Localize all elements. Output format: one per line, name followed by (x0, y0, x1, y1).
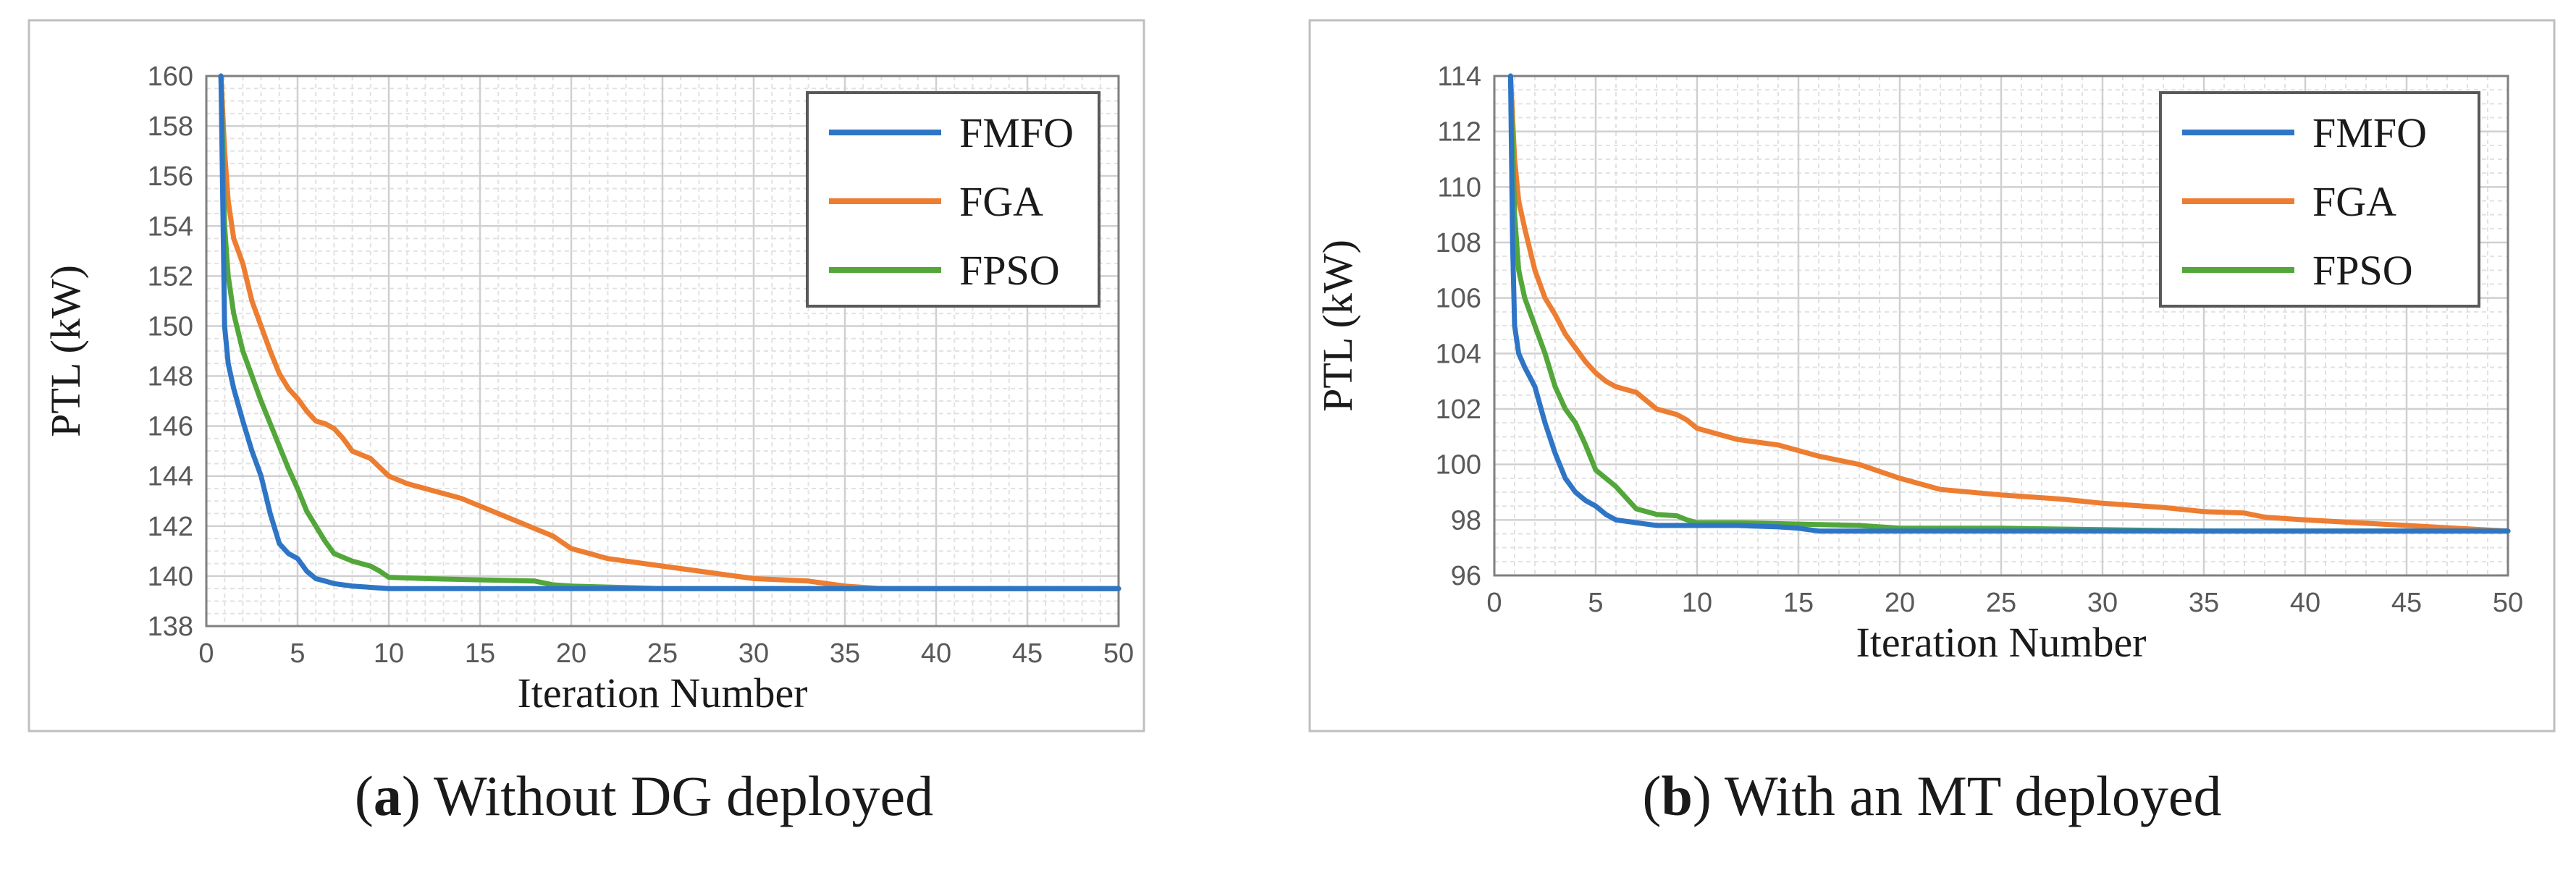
panel-b: 0 5 10 15 20 25 30 35 40 45 50 96 98 100 102 104 106 108 1… (1288, 0, 2576, 870)
chart-a-series-fga (218, 73, 1121, 591)
caption-b-letter: b (1661, 764, 1693, 827)
chart-b-y-tick-label: 110 (1437, 172, 1481, 203)
chart-b-x-tick-label: 5 (1588, 588, 1603, 618)
chart-a-x-tick-label: 25 (647, 638, 678, 669)
chart-a-x-tick-label: 15 (465, 638, 495, 669)
chart-a-x-tick-label: 20 (556, 638, 586, 669)
caption-b: (b) With an MT deployed (1642, 764, 2222, 827)
chart-b: 0 5 10 15 20 25 30 35 40 45 50 96 98 100 102 104 106 108 1… (1308, 19, 2556, 732)
chart-a-x-tick-label: 0 (198, 638, 214, 669)
chart-b-x-tick-label: 15 (1783, 588, 1814, 618)
chart-b-x-tick-label: 20 (1885, 588, 1915, 618)
chart-a-y-tick-label: 140 (148, 562, 193, 592)
chart-a-y-tick-label: 160 (148, 62, 193, 92)
chart-b-y-tick-label: 112 (1437, 117, 1481, 148)
chart-a-x-tick-label: 30 (738, 638, 769, 669)
chart-a-x-tick-label: 5 (290, 638, 305, 669)
chart-b-y-axis-label: PTL (kW) (1314, 240, 1361, 412)
caption-a: (a) Without DG deployed (354, 764, 934, 827)
chart-a-legend-label-fmfo: FMFO (959, 109, 1074, 156)
chart-b-series-fga (1507, 73, 2511, 534)
chart-b-x-tick-label: 30 (2087, 588, 2118, 618)
chart-a-legend: FMFO FGA FPSO (806, 91, 1100, 308)
chart-b-y-tick-label: 106 (1436, 284, 1481, 314)
chart-a-y-tick-label: 150 (148, 311, 193, 342)
chart-b-series-fmfo (1507, 73, 2511, 534)
chart-a-y-tick-label: 158 (148, 111, 193, 142)
chart-a-minor-grid (206, 76, 1119, 626)
chart-a-x-tick-label: 45 (1012, 638, 1043, 669)
chart-a-y-tick-label: 148 (148, 362, 193, 392)
chart-b-y-tick-label: 108 (1436, 228, 1481, 258)
chart-a-y-axis-label: PTL (kW) (42, 265, 89, 437)
chart-a-x-tick-label: 10 (374, 638, 404, 669)
chart-a-legend-label-fga: FGA (959, 178, 1043, 225)
chart-a-y-tick-label: 156 (148, 161, 193, 192)
chart-a-legend-label-fpso: FPSO (959, 247, 1060, 294)
chart-b-y-tick-label: 100 (1436, 450, 1481, 481)
chart-b-x-tick-label: 25 (1986, 588, 2016, 618)
chart-b-plot-area (1493, 75, 2509, 577)
chart-b-legend-label-fga: FGA (2312, 178, 2396, 225)
chart-a-y-tick-label: 144 (148, 462, 193, 492)
panel-a: 0 5 10 15 20 25 30 35 40 45 50 138 140 142 144 146 148 15… (28, 19, 1145, 827)
chart-a-y-tick-label: 146 (148, 412, 193, 442)
chart-a-y-tick-label: 138 (148, 612, 193, 642)
chart-a-plot-area (205, 75, 1120, 628)
chart-b-x-tick-label: 50 (2493, 588, 2523, 618)
chart-a-y-tick-label: 152 (148, 261, 193, 292)
chart-b-y-tick-label: 104 (1436, 339, 1481, 369)
chart-b-legend: FMFO FGA FPSO (2159, 91, 2480, 308)
chart-b-legend-label-fpso: FPSO (2312, 247, 2413, 294)
chart-b-x-tick-label: 40 (2290, 588, 2320, 618)
caption-b-text: With an MT deployed (1724, 764, 2222, 827)
chart-a: 0 5 10 15 20 25 30 35 40 45 50 138 140 142 144 146 148 15… (28, 19, 1145, 732)
chart-b-y-tick-label: 114 (1437, 62, 1481, 92)
chart-a-series-fmfo (218, 73, 1121, 591)
caption-a-letter: a (373, 764, 402, 827)
chart-b-x-axis-label: Iteration Number (1856, 619, 2146, 666)
chart-b-x-tick-label: 45 (2391, 588, 2422, 618)
chart-a-x-axis-label: Iteration Number (517, 670, 807, 717)
chart-b-x-tick-label: 0 (1486, 588, 1502, 618)
chart-a-x-tick-label: 40 (921, 638, 951, 669)
chart-b-legend-label-fmfo: FMFO (2312, 109, 2427, 156)
chart-b-y-tick-label: 102 (1436, 394, 1481, 425)
chart-b-x-tick-label: 35 (2189, 588, 2219, 618)
chart-b-y-tick-label: 98 (1451, 505, 1481, 536)
chart-b-x-tick-label: 10 (1682, 588, 1712, 618)
chart-a-y-tick-label: 154 (148, 211, 193, 242)
chart-b-series-fpso (1507, 73, 2511, 534)
chart-a-x-tick-label: 50 (1103, 638, 1134, 669)
caption-a-text: Without DG deployed (433, 764, 934, 827)
chart-b-y-tick-label: 96 (1451, 561, 1481, 591)
chart-a-x-tick-label: 35 (830, 638, 860, 669)
chart-a-y-tick-label: 142 (148, 512, 193, 542)
